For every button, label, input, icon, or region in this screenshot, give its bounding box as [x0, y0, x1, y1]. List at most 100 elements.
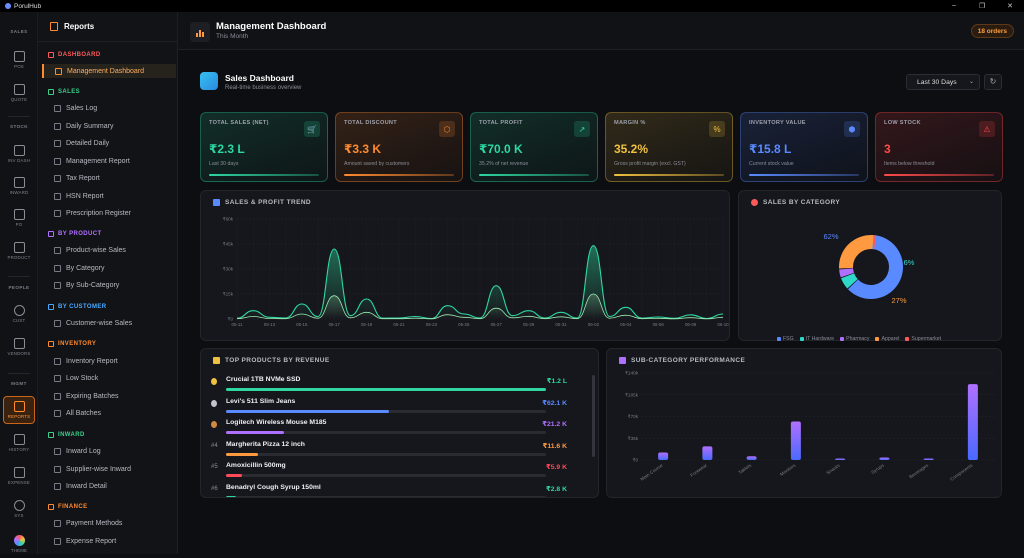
product-row[interactable]: Levi's 511 Slim Jeans₹62.1 K	[211, 398, 581, 418]
revenue-bar	[226, 474, 242, 477]
legend-label: IT Hardware	[806, 336, 834, 342]
rail-item-quote[interactable]: QUOTE	[3, 79, 35, 107]
nav-management-dashboard[interactable]: Management Dashboard	[42, 64, 176, 78]
x-tick-label: Snacks	[825, 462, 841, 475]
rail-item-sys[interactable]: SYS	[3, 495, 35, 523]
pie-data-label: 62%	[823, 232, 838, 241]
kpi-subtext: Items below threshold	[884, 161, 994, 167]
rail-item-reports[interactable]: REPORTS	[3, 396, 35, 424]
users-icon	[54, 320, 61, 327]
nav-inward-detail[interactable]: Inward Detail	[54, 479, 176, 493]
product-row[interactable]: Logitech Wireless Mouse M185₹21.2 K	[211, 419, 581, 439]
product-name: Benadryl Cough Syrup 150ml	[226, 484, 321, 491]
rail-item-vendors[interactable]: VENDORS	[3, 333, 35, 361]
rail-item-pos[interactable]: POS	[3, 46, 35, 74]
nav-by-sub-category[interactable]: By Sub-Category	[54, 278, 176, 292]
close-button[interactable]: ✕	[996, 2, 1024, 10]
minimize-button[interactable]: –	[940, 2, 968, 10]
nav-all-batches[interactable]: All Batches	[54, 406, 176, 420]
rail-item-expense[interactable]: EXPENSE	[3, 462, 35, 490]
chart-icon	[190, 22, 210, 42]
top-products-card: TOP PRODUCTS BY REVENUE Crucial 1TB NVMe…	[200, 348, 599, 498]
kpi-subtext: 35.2% of net revenue	[479, 161, 589, 167]
nav-daily-summary[interactable]: Daily Summary	[54, 119, 176, 133]
gear-icon	[14, 500, 25, 511]
nav-payment-methods[interactable]: Payment Methods	[54, 516, 176, 530]
legend-swatch	[905, 337, 909, 341]
nav-inward-log[interactable]: Inward Log	[54, 444, 176, 458]
category-icon	[54, 265, 61, 272]
kpi-label: TOTAL DISCOUNT	[344, 120, 454, 126]
revenue-bar	[226, 431, 284, 434]
section-finance: FINANCE	[48, 504, 87, 510]
rail-item-history[interactable]: HISTORY	[3, 429, 35, 457]
x-tick-label: 06-02	[588, 322, 600, 327]
nav-low-stock[interactable]: Low Stock	[54, 371, 176, 385]
inward-box-icon	[14, 177, 25, 188]
y-tick-label: ₹0	[633, 458, 639, 463]
layers-icon	[54, 410, 61, 417]
pie-slice	[846, 269, 847, 275]
nav-management-report[interactable]: Management Report	[54, 154, 176, 168]
nav-prescription-register[interactable]: Prescription Register	[54, 206, 176, 220]
app-logo-icon	[5, 3, 11, 9]
kpi-accent-bar	[479, 174, 589, 176]
legend-item: Pharmacy	[840, 336, 869, 342]
rail-item-inv-dash[interactable]: INV DASH	[3, 140, 35, 168]
activity-icon	[200, 72, 218, 90]
wallet-icon	[14, 467, 25, 478]
nav-detailed-daily[interactable]: Detailed Daily	[54, 136, 176, 150]
product-revenue: ₹5.9 K	[546, 463, 567, 471]
rail-item-po[interactable]: PO	[3, 204, 35, 232]
rail-item-product[interactable]: PRODUCT	[3, 237, 35, 265]
nav-tax-report[interactable]: Tax Report	[54, 171, 176, 185]
purchase-order-icon	[14, 209, 25, 220]
revenue-bar	[226, 453, 258, 456]
revenue-bar-track	[226, 453, 546, 456]
nav-expiring-batches[interactable]: Expiring Batches	[54, 389, 176, 403]
nav-expense-report[interactable]: Expense Report	[54, 534, 176, 548]
nav-supplier-wise-inward[interactable]: Supplier-wise Inward	[54, 462, 176, 476]
subcategory-icon	[54, 282, 61, 289]
x-tick-label: Main Course	[639, 462, 664, 481]
dollar-icon	[54, 175, 61, 182]
kpi-value: 35.2%	[614, 142, 724, 156]
nav-product-wise-sales[interactable]: Product-wise Sales	[54, 243, 176, 257]
section-by-customer-icon	[48, 304, 54, 310]
rail-group-stock: STOCK	[0, 124, 38, 129]
rail-group-mgmt: MGMT	[0, 381, 38, 386]
revenue-bar-track	[226, 388, 546, 391]
refresh-button[interactable]: ↻	[984, 74, 1002, 90]
kpi-card: MARGIN %35.2%Gross profit margin (excl. …	[605, 112, 733, 182]
date-range-select[interactable]: Last 30 Days⌄	[906, 74, 980, 90]
legend-label: Pharmacy	[846, 336, 869, 342]
nav-inventory-report[interactable]: Inventory Report	[54, 354, 176, 368]
product-row[interactable]: Crucial 1TB NVMe SSD₹1.2 L	[211, 376, 581, 396]
section-dashboard-icon	[48, 52, 54, 58]
x-tick-label: 05-27	[491, 322, 503, 327]
rail-item-inward[interactable]: INWARD	[3, 172, 35, 200]
x-tick-label: 05-11	[232, 322, 243, 327]
nav-hsn-report[interactable]: HSN Report	[54, 189, 176, 203]
sales-by-category-chart: 62%6%27%	[739, 191, 1003, 331]
x-tick-label: Components	[949, 462, 974, 481]
rail-item-cust[interactable]: CUST	[3, 300, 35, 328]
section-inventory-icon	[48, 341, 54, 347]
nav-by-category[interactable]: By Category	[54, 261, 176, 275]
kpi-value: 3	[884, 142, 994, 156]
x-tick-label: 06-06	[653, 322, 665, 327]
nav-customer-wise-sales[interactable]: Customer-wise Sales	[54, 316, 176, 330]
product-revenue: ₹21.2 K	[542, 420, 567, 428]
nav-sales-log[interactable]: Sales Log	[54, 101, 176, 115]
y-tick-label: ₹60k	[223, 217, 234, 222]
maximize-button[interactable]: ❐	[968, 2, 996, 10]
inventory-dashboard-icon	[14, 145, 25, 156]
scrollbar[interactable]	[592, 375, 595, 457]
page-title: Management Dashboard	[216, 21, 326, 32]
